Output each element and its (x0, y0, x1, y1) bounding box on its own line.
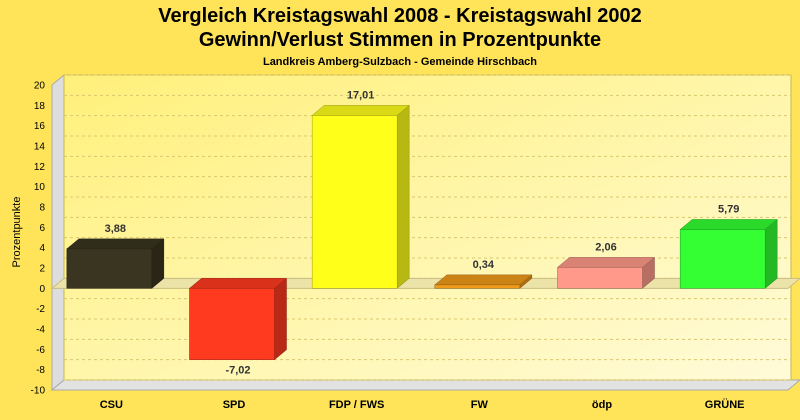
bars: 3,88 -7,02 17,01 0,34 2,06 5,79 (66, 89, 778, 377)
bar-top (66, 238, 165, 250)
bar-top (188, 278, 288, 289)
bar-6: 5,79 (679, 203, 778, 289)
data-label: 3,88 (105, 223, 126, 235)
bar-top (434, 274, 533, 286)
bar-top (311, 105, 410, 116)
bar-5: 2,06 (556, 241, 656, 289)
y-tick-label: -8 (36, 365, 45, 376)
bar-4: 0,34 (434, 259, 533, 289)
chart-title-line-1: Vergleich Kreistagswahl 2008 - Kreistags… (158, 5, 642, 27)
x-tick-label: GRÜNE (705, 398, 745, 411)
y-axis-title: Prozentpunkte (11, 197, 23, 268)
x-tick-label: FDP / FWS (329, 399, 384, 411)
y-tick-label: -10 (31, 386, 46, 397)
y-tick-label: 18 (34, 101, 46, 112)
y-tick-label: 2 (39, 264, 45, 275)
plot-floor (50, 379, 800, 391)
bar-1: 3,88 (66, 223, 165, 289)
y-tick-label: 12 (34, 162, 46, 173)
y-tick-label: 6 (39, 223, 45, 234)
chart-title-line-2: Gewinn/Verlust Stimmen in Prozentpunkte (198, 29, 602, 51)
bar-front (557, 267, 643, 289)
y-tick-label: -2 (36, 304, 45, 315)
x-tick-label: FW (471, 399, 489, 411)
y-tick-label: -4 (36, 325, 45, 336)
y-tick-label: 8 (39, 203, 45, 214)
bar-side (274, 277, 287, 361)
bar-top (556, 257, 656, 268)
data-label: 0,34 (473, 259, 495, 271)
data-label: -7,02 (225, 365, 250, 377)
y-tick-label: 14 (34, 142, 46, 153)
y-tick-label: -6 (36, 345, 45, 356)
y-tick-label: 10 (34, 182, 46, 193)
data-label: 5,79 (718, 203, 739, 215)
chart-header: Vergleich Kreistagswahl 2008 - Kreistags… (0, 4, 800, 70)
bar-3: 17,01 (311, 89, 410, 289)
bar-front (189, 288, 275, 360)
plot-side-wall (51, 73, 65, 392)
x-tick-label: SPD (223, 399, 246, 411)
chart-subtitle: Landkreis Amberg-Sulzbach - Gemeinde Hir… (262, 56, 538, 68)
x-tick-label: CSU (100, 399, 123, 411)
bar-front (679, 229, 766, 289)
bar-front (311, 115, 398, 289)
x-tick-label: ödp (592, 399, 612, 411)
bar-side (396, 104, 410, 289)
bar-top (679, 219, 778, 230)
y-tick-label: 0 (39, 284, 45, 295)
data-label: 17,01 (347, 89, 375, 101)
plot-back-wall (63, 74, 792, 381)
bar-2: -7,02 (188, 277, 288, 377)
y-tick-label: 4 (39, 243, 45, 254)
bar-front (66, 248, 153, 289)
y-tick-label: 20 (34, 81, 46, 92)
bar-side (764, 218, 778, 289)
bar-front (434, 284, 521, 289)
data-label: 2,06 (595, 241, 616, 253)
category-labels: CSU SPD FDP / FWS FW ödp GRÜNE (100, 398, 745, 411)
y-tick-label: 16 (34, 121, 46, 132)
